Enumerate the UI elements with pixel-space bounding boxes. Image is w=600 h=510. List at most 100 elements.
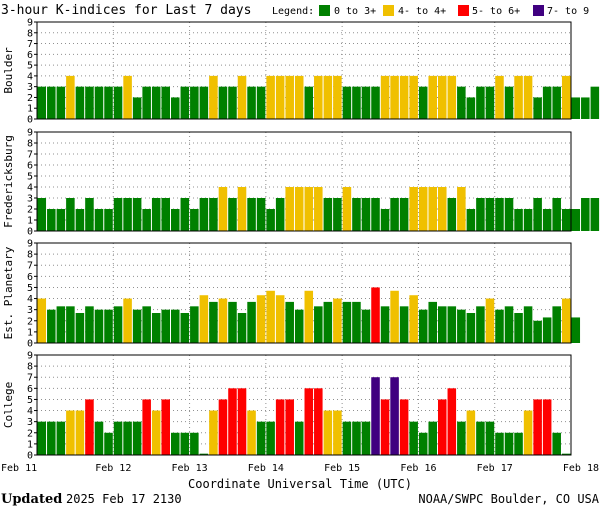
bar-fredericksburg-58 — [590, 198, 600, 231]
bar-fredericksburg-13 — [161, 198, 170, 231]
bar-fredericksburg-42 — [438, 187, 447, 231]
bar-boulder-43 — [447, 75, 457, 119]
y-tick-label: 7 — [27, 373, 33, 384]
bar-boulder-1 — [47, 86, 56, 119]
bar-fredericksburg-46 — [476, 198, 485, 231]
bar-fredericksburg-6 — [94, 209, 104, 231]
legend-swatch-quiet — [319, 5, 330, 16]
bar-boulder-42 — [438, 75, 447, 119]
legend-swatch-severe — [533, 5, 544, 16]
bar-fredericksburg-32 — [342, 187, 352, 231]
bar-est-planetary-45 — [466, 313, 476, 343]
bar-college-32 — [342, 421, 352, 455]
y-tick-label: 6 — [27, 161, 33, 172]
bar-boulder-56 — [571, 97, 581, 119]
bar-boulder-26 — [285, 75, 294, 119]
source-credit: NOAA/SWPC Boulder, CO USA — [418, 492, 599, 506]
bar-est-planetary-38 — [399, 306, 409, 343]
bar-fredericksburg-1 — [47, 209, 56, 231]
bar-est-planetary-23 — [256, 295, 266, 343]
bar-college-12 — [151, 410, 161, 455]
bar-boulder-22 — [247, 86, 256, 119]
bar-fredericksburg-55 — [561, 209, 571, 231]
y-tick-label: 5 — [27, 283, 33, 294]
bar-boulder-29 — [314, 75, 323, 119]
updated-time: 2025 Feb 17 2130 — [66, 492, 182, 506]
bar-college-38 — [399, 399, 409, 455]
bar-college-34 — [361, 421, 371, 455]
bar-fredericksburg-7 — [104, 209, 113, 231]
bar-fredericksburg-23 — [256, 198, 266, 231]
bar-est-planetary-52 — [533, 320, 542, 343]
bar-boulder-0 — [37, 86, 47, 119]
bar-college-20 — [228, 388, 237, 455]
y-tick-label: 3 — [27, 194, 33, 205]
bar-college-2 — [56, 421, 66, 455]
bar-boulder-24 — [266, 75, 275, 119]
bar-boulder-54 — [552, 86, 561, 119]
bar-fredericksburg-18 — [209, 198, 218, 231]
bar-college-30 — [323, 410, 333, 455]
bar-boulder-2 — [56, 86, 66, 119]
legend-text-quiet: 0 to 3+ — [334, 6, 376, 17]
bar-college-52 — [533, 399, 542, 455]
bar-college-27 — [294, 421, 304, 455]
station-label: Boulder — [2, 47, 15, 94]
bar-fredericksburg-53 — [542, 209, 552, 231]
bar-boulder-31 — [333, 75, 342, 119]
chart-title: 3-hour K-indices for Last 7 days — [1, 3, 251, 18]
bar-fredericksburg-49 — [504, 198, 514, 231]
bar-college-0 — [37, 421, 47, 455]
bar-boulder-58 — [590, 86, 600, 119]
bar-est-planetary-4 — [75, 313, 85, 343]
bar-boulder-6 — [94, 86, 104, 119]
y-tick-label: 2 — [27, 205, 33, 216]
bar-fredericksburg-34 — [361, 198, 371, 231]
y-tick-label: 6 — [27, 272, 33, 283]
y-tick-label: 2 — [27, 428, 33, 439]
bar-boulder-21 — [237, 75, 247, 119]
bar-college-3 — [66, 410, 75, 455]
bar-college-13 — [161, 399, 170, 455]
x-tick-label: Feb 13 — [172, 463, 208, 474]
bar-boulder-12 — [151, 86, 161, 119]
bar-boulder-18 — [209, 75, 218, 119]
bar-boulder-15 — [180, 86, 190, 119]
bar-boulder-38 — [399, 75, 409, 119]
bar-boulder-50 — [514, 75, 523, 119]
bar-college-46 — [476, 421, 485, 455]
bar-est-planetary-33 — [352, 301, 361, 343]
bar-boulder-4 — [75, 86, 85, 119]
bar-est-planetary-34 — [361, 309, 371, 343]
bar-fredericksburg-3 — [66, 198, 75, 231]
y-tick-label: 4 — [27, 294, 33, 305]
y-tick-label: 5 — [27, 172, 33, 183]
y-tick-label: 8 — [27, 28, 33, 39]
bar-college-44 — [457, 421, 466, 455]
bar-boulder-10 — [132, 97, 142, 119]
x-tick-label: Feb 14 — [248, 463, 284, 474]
x-tick-label: Feb 12 — [95, 463, 131, 474]
bar-fredericksburg-15 — [180, 198, 190, 231]
bar-est-planetary-30 — [323, 301, 333, 343]
bar-est-planetary-16 — [190, 306, 199, 343]
bar-college-5 — [85, 399, 94, 455]
y-tick-label: 0 — [27, 115, 33, 126]
bar-est-planetary-36 — [380, 306, 390, 343]
bar-boulder-49 — [504, 86, 514, 119]
y-tick-label: 1 — [27, 439, 33, 450]
bar-boulder-33 — [352, 86, 361, 119]
bar-est-planetary-13 — [161, 309, 170, 343]
bar-boulder-48 — [495, 75, 504, 119]
bar-college-22 — [247, 410, 256, 455]
bar-college-47 — [485, 421, 495, 455]
y-tick-label: 8 — [27, 250, 33, 261]
bar-est-planetary-51 — [523, 306, 533, 343]
bar-est-planetary-35 — [371, 287, 380, 343]
bar-est-planetary-6 — [94, 309, 104, 343]
bar-fredericksburg-28 — [304, 187, 314, 231]
y-tick-label: 3 — [27, 305, 33, 316]
